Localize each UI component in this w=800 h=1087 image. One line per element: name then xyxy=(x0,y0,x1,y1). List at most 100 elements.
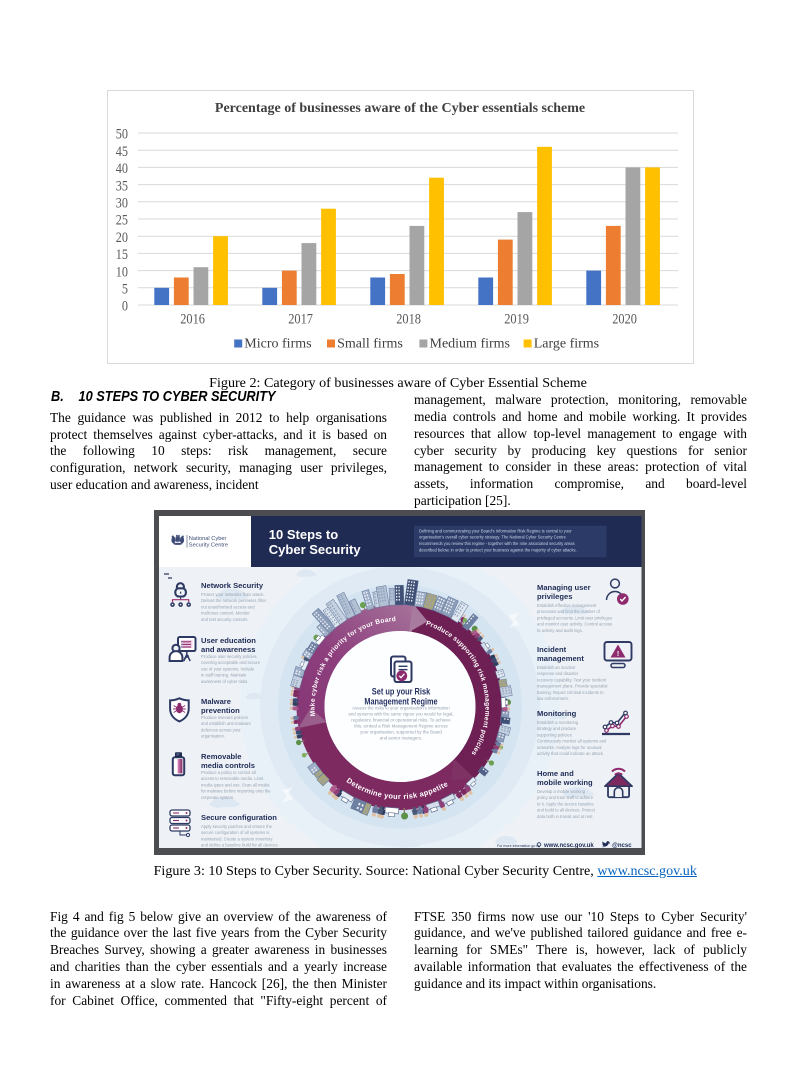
svg-text:and monitor user activity. Con: and monitor user activity. Control acces… xyxy=(537,622,612,627)
svg-text:2018: 2018 xyxy=(396,312,421,328)
svg-text:Home and: Home and xyxy=(537,769,574,778)
svg-text:Medium firms: Medium firms xyxy=(430,336,511,351)
svg-text:policy and train staff to adhe: policy and train staff to adhere xyxy=(537,795,594,800)
svg-text:access to removable media. Lim: access to removable media. Limit xyxy=(201,776,264,781)
svg-text:0: 0 xyxy=(122,299,128,315)
svg-text:Large firms: Large firms xyxy=(534,336,599,351)
svg-text:Assess the risks to your organ: Assess the risks to your organisation's … xyxy=(352,706,450,711)
svg-text:and senior managers.: and senior managers. xyxy=(380,736,422,741)
svg-text:Protect your networks from att: Protect your networks from attack. xyxy=(201,592,265,597)
svg-text:Continuously monitor all syste: Continuously monitor all systems and xyxy=(537,739,607,744)
svg-text:this, embed a Risk Management: this, embed a Risk Management Regime acr… xyxy=(354,724,448,729)
svg-text:and define a baseline build fo: and define a baseline build for all devi… xyxy=(201,843,279,848)
svg-text:45: 45 xyxy=(116,144,128,160)
svg-text:Percentage of businesses aware: Percentage of businesses aware of the Cy… xyxy=(215,101,585,116)
svg-text:covering acceptable and secure: covering acceptable and secure xyxy=(201,660,261,665)
svg-text:malicious content. Monitor: malicious content. Monitor xyxy=(201,611,250,616)
svg-text:35: 35 xyxy=(116,178,128,194)
svg-text:National Cyber: National Cyber xyxy=(189,536,227,542)
svg-text:Malware: Malware xyxy=(201,697,231,706)
svg-text:described below, in order to p: described below, in order to protect you… xyxy=(419,548,577,553)
svg-text:awareness of cyber risks.: awareness of cyber risks. xyxy=(201,679,248,684)
svg-text:Micro firms: Micro firms xyxy=(244,336,311,351)
svg-text:15: 15 xyxy=(116,247,128,263)
svg-text:and establish anti-malware: and establish anti-malware xyxy=(201,721,251,726)
svg-text:Apply security patches and ens: Apply security patches and ensure the xyxy=(201,824,273,829)
svg-text:supporting policies.: supporting policies. xyxy=(537,732,573,737)
svg-text:use of your systems. Include: use of your systems. Include xyxy=(201,666,255,671)
svg-text:strategy and produce: strategy and produce xyxy=(537,726,577,731)
svg-text:mobile working: mobile working xyxy=(537,778,593,787)
svg-text:2016: 2016 xyxy=(180,312,205,328)
svg-text:Defend the network perimeter,: Defend the network perimeter, filter xyxy=(201,598,267,603)
svg-text:For more information go to: For more information go to xyxy=(497,844,539,848)
svg-text:regulatory, financial or opera: regulatory, financial or operational ris… xyxy=(351,718,451,723)
svg-text:organisation.: organisation. xyxy=(201,734,225,739)
svg-text:law enforcement.: law enforcement. xyxy=(537,696,569,701)
svg-text:Develop a mobile working: Develop a mobile working xyxy=(537,789,586,794)
svg-text:2017: 2017 xyxy=(288,312,313,328)
svg-text:and awareness: and awareness xyxy=(201,645,255,654)
svg-text:User education: User education xyxy=(201,636,256,645)
svg-text:2020: 2020 xyxy=(612,312,637,328)
svg-text:organisation's overall cyber s: organisation's overall cyber security st… xyxy=(419,535,567,540)
svg-text:Establish an incident: Establish an incident xyxy=(537,665,576,670)
svg-text:40: 40 xyxy=(116,161,128,177)
svg-text:Set up your Risk: Set up your Risk xyxy=(372,685,431,696)
svg-text:in staff training. Maintain: in staff training. Maintain xyxy=(201,673,247,678)
svg-text:Incident: Incident xyxy=(537,645,567,654)
svg-text:10 Steps to: 10 Steps to xyxy=(269,527,338,542)
svg-text:Produce relevant policies: Produce relevant policies xyxy=(201,715,248,720)
svg-text:recommends you review this reg: recommends you review this regime - toge… xyxy=(419,541,575,546)
svg-text:privileged accounts. Limit use: privileged accounts. Limit user privileg… xyxy=(537,615,612,620)
svg-text:processes and limit the number: processes and limit the number of xyxy=(537,609,601,614)
svg-text:Produce user security policies: Produce user security policies xyxy=(201,654,257,659)
svg-text:Defining and communicating you: Defining and communicating your Board's … xyxy=(419,528,572,533)
svg-text:5: 5 xyxy=(122,282,128,298)
svg-text:Monitoring: Monitoring xyxy=(537,709,577,718)
svg-text:Network Security: Network Security xyxy=(201,581,264,590)
svg-text:out unauthorised access and: out unauthorised access and xyxy=(201,604,255,609)
svg-text:to activity and audit logs.: to activity and audit logs. xyxy=(537,628,583,633)
svg-text:Small firms: Small firms xyxy=(337,336,403,351)
svg-text:media controls: media controls xyxy=(201,761,255,770)
svg-text:Secure configuration: Secure configuration xyxy=(201,813,277,822)
svg-text:corporate system.: corporate system. xyxy=(201,795,234,800)
svg-text:Establish effective management: Establish effective management xyxy=(537,603,597,608)
svg-text:@ncsc: @ncsc xyxy=(612,843,632,849)
svg-text:Management Regime: Management Regime xyxy=(364,696,437,707)
svg-text:management plans. Provide spec: management plans. Provide specialist xyxy=(537,684,608,689)
svg-text:20: 20 xyxy=(116,230,128,246)
svg-text:data both in transit and at re: data both in transit and at rest. xyxy=(537,814,594,819)
svg-text:and build to all devices. Prot: and build to all devices. Protect xyxy=(537,808,596,813)
svg-text:2019: 2019 xyxy=(504,312,529,328)
svg-text:and test security controls.: and test security controls. xyxy=(201,617,248,622)
svg-text:defences across your: defences across your xyxy=(201,727,241,732)
svg-text:privileges: privileges xyxy=(537,592,572,601)
svg-text:Establish a monitoring: Establish a monitoring xyxy=(537,720,579,725)
svg-text:50: 50 xyxy=(116,127,128,143)
svg-text:and systems with the same vigo: and systems with the same vigour you wou… xyxy=(348,712,453,717)
svg-text:for malware before importing o: for malware before importing onto the xyxy=(201,789,271,794)
svg-text:activity that could indicate a: activity that could indicate an attack. xyxy=(537,751,604,756)
svg-text:response and disaster: response and disaster xyxy=(537,671,579,676)
svg-text:Cyber Security: Cyber Security xyxy=(269,542,362,557)
svg-text:management: management xyxy=(537,654,584,663)
svg-text:networks. Analyse logs for unu: networks. Analyse logs for unusual xyxy=(537,745,602,750)
svg-text:secure configuration of all sy: secure configuration of all systems is xyxy=(201,830,269,835)
svg-text:to it. Apply the secure baseli: to it. Apply the secure baseline xyxy=(537,801,594,806)
svg-text:prevention: prevention xyxy=(201,706,240,715)
svg-text:10: 10 xyxy=(116,264,128,280)
svg-text:your organisation, supported b: your organisation, supported by the Boar… xyxy=(360,730,442,735)
svg-text:recovery capability. Test your: recovery capability. Test your incident xyxy=(537,677,607,682)
svg-text:25: 25 xyxy=(116,213,128,229)
svg-text:media types and use. Scan all: media types and use. Scan all media xyxy=(201,782,270,787)
svg-text:Removable: Removable xyxy=(201,752,242,761)
svg-text:Security Centre: Security Centre xyxy=(189,543,228,549)
svg-text:30: 30 xyxy=(116,196,128,212)
svg-text:Produce a policy to control al: Produce a policy to control all xyxy=(201,770,256,775)
svg-text:Managing user: Managing user xyxy=(537,583,591,592)
svg-text:maintained. Create a system in: maintained. Create a system inventory xyxy=(201,836,273,841)
svg-text:www.ncsc.gov.uk: www.ncsc.gov.uk xyxy=(543,843,594,849)
svg-text:!: ! xyxy=(617,651,619,658)
